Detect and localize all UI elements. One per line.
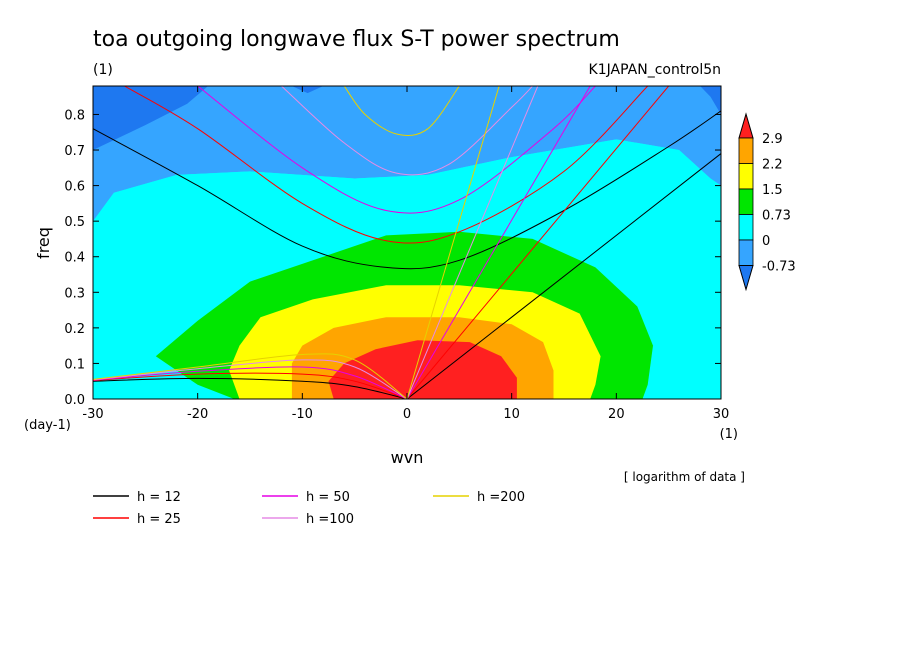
dispersion-curve-13	[343, 86, 460, 136]
x-tick-label-5: 20	[608, 407, 625, 422]
dispersion-curve-10	[281, 86, 533, 176]
colorbar-label-3: 0.73	[762, 209, 791, 224]
legend-label-1: h = 25	[137, 512, 181, 527]
dispersion-curve-2	[93, 377, 408, 399]
x-unit-label: (1)	[720, 427, 738, 442]
plot-area	[93, 86, 721, 399]
units-label: (1)	[93, 62, 113, 78]
y-tick-label-8: 0.8	[64, 108, 85, 123]
dispersion-curve-14	[93, 353, 408, 399]
colorbar: 2.9 2.2 1.5 0.73 0 -0.73	[738, 112, 796, 292]
y-tick-label-7: 0.7	[64, 144, 85, 159]
legend-label-3: h =100	[306, 512, 354, 527]
colorbar-label-1: 2.2	[762, 158, 783, 173]
x-tick-label-4: 10	[503, 407, 520, 422]
colorbar-swatch-3	[738, 214, 754, 241]
chart-title: toa outgoing longwave flux S-T power spe…	[93, 27, 620, 52]
x-tick-label-0: -30	[82, 407, 103, 422]
dispersion-curve-8	[93, 366, 408, 399]
colorbar-label-4: 0	[762, 234, 770, 249]
dispersion-curve-6	[406, 86, 591, 399]
contour-region-7	[291, 86, 324, 94]
contour-region-8	[700, 86, 721, 115]
dispersion-curve-1	[93, 110, 721, 270]
dispersion-curves	[93, 86, 721, 399]
colorbar-label-5: -0.73	[762, 260, 796, 275]
contour-region-6	[93, 86, 209, 150]
y-tick-label-6: 0.6	[64, 180, 85, 195]
legend-label-4: h =200	[477, 490, 525, 505]
y-tick-label-0: 0.0	[64, 393, 85, 408]
y-axis-label: freq	[34, 227, 53, 259]
y-unit-label: (day-1)	[24, 418, 71, 433]
y-tick-label-2: 0.2	[64, 322, 85, 337]
colorbar-cap-bottom	[738, 265, 754, 292]
dispersion-curve-11	[93, 359, 408, 399]
y-tick-label-1: 0.1	[64, 357, 85, 372]
legend-label-0: h = 12	[137, 490, 181, 505]
colorbar-swatch-1	[738, 163, 754, 190]
legend-label-2: h = 50	[306, 490, 350, 505]
x-axis-label: wvn	[391, 448, 424, 467]
dispersion-curve-12	[406, 86, 500, 399]
dispersion-curve-9	[406, 86, 539, 399]
y-tick-label-3: 0.3	[64, 286, 85, 301]
run-label: K1JAPAN_control5n	[589, 62, 721, 78]
y-axis: 0.0 0.1 0.2 0.3 0.4 0.5 0.6 0.7 0.8	[64, 108, 721, 408]
x-tick-label-1: -20	[187, 407, 208, 422]
dispersion-curve-7	[197, 86, 596, 214]
x-tick-label-6: 30	[713, 407, 730, 422]
colorbar-swatch-4	[738, 239, 754, 266]
colorbar-label-0: 2.9	[762, 132, 783, 147]
y-tick-label-4: 0.4	[64, 251, 85, 266]
colorbar-swatch-0	[738, 137, 754, 164]
dispersion-curve-4	[124, 86, 649, 244]
dispersion-curve-3	[406, 86, 670, 399]
dispersion-legend: h = 12 h = 25 h = 50 h =100 h =200	[93, 490, 525, 527]
dispersion-curve-0	[406, 153, 721, 399]
dispersion-curve-5	[93, 372, 408, 399]
x-tick-label-3: 0	[403, 407, 411, 422]
y-tick-label-5: 0.5	[64, 215, 85, 230]
x-axis: -30 -20 -10 0 10 20 30	[82, 86, 729, 422]
colorbar-label-2: 1.5	[762, 183, 783, 198]
x-tick-label-2: -10	[292, 407, 313, 422]
colorbar-cap-top	[738, 112, 754, 139]
colorbar-swatch-2	[738, 188, 754, 215]
log-note: [ logarithm of data ]	[624, 470, 745, 484]
